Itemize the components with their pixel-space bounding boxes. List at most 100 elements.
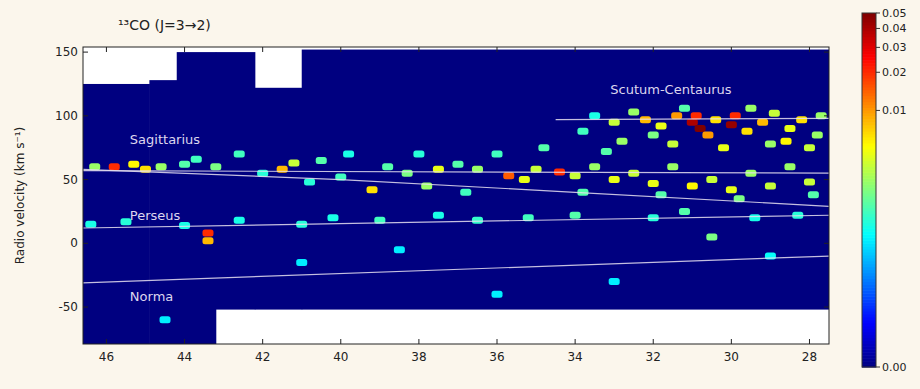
y-tick bbox=[824, 52, 829, 53]
x-tick bbox=[418, 47, 419, 52]
y-tick-label: 50 bbox=[63, 173, 78, 187]
x-tick-label: 44 bbox=[177, 350, 192, 364]
arm-label: Sagittarius bbox=[130, 132, 200, 147]
arm-line bbox=[83, 256, 829, 283]
cell bbox=[492, 151, 503, 158]
colorbar-tick-label: 0.05 bbox=[882, 7, 907, 20]
x-tick bbox=[418, 339, 419, 344]
y-tick bbox=[824, 243, 829, 244]
cell bbox=[343, 151, 354, 158]
cell bbox=[156, 163, 167, 170]
colorbar-tick-label: 0.02 bbox=[882, 66, 907, 79]
colorbar-frame bbox=[862, 13, 876, 367]
cell bbox=[210, 163, 221, 170]
cell bbox=[394, 246, 405, 253]
cell bbox=[706, 176, 717, 183]
cell bbox=[609, 176, 620, 183]
cell bbox=[503, 172, 514, 179]
colorbar-stripe bbox=[862, 13, 876, 17]
colorbar-tick-label: 0.03 bbox=[882, 41, 907, 54]
title: ¹³CO (J=3→2) bbox=[118, 17, 211, 33]
cell bbox=[757, 119, 768, 126]
cell bbox=[472, 217, 483, 224]
x-tick bbox=[809, 47, 810, 52]
y-axis-title: Radio velocity (km s⁻¹) bbox=[13, 127, 27, 264]
cell bbox=[519, 176, 530, 183]
cell bbox=[616, 138, 627, 145]
x-tick bbox=[653, 47, 654, 52]
cell bbox=[726, 121, 737, 128]
cell bbox=[679, 105, 690, 112]
plot-background bbox=[83, 47, 829, 344]
chart: SagittariusPerseusNormaScutum-Centaurus4… bbox=[0, 0, 920, 389]
cell bbox=[128, 161, 139, 168]
cell bbox=[796, 116, 807, 123]
cell bbox=[589, 112, 600, 119]
cell bbox=[589, 163, 600, 170]
cell bbox=[202, 230, 213, 237]
cell bbox=[492, 291, 503, 298]
colorbar-tick bbox=[876, 47, 880, 48]
cell bbox=[202, 237, 213, 244]
y-tick bbox=[83, 52, 88, 53]
x-tick-label: 28 bbox=[802, 350, 817, 364]
cell bbox=[765, 182, 776, 189]
cell bbox=[538, 144, 549, 151]
cell bbox=[804, 179, 815, 186]
cell bbox=[769, 110, 780, 117]
cell bbox=[804, 144, 815, 151]
x-tick-label: 34 bbox=[567, 350, 582, 364]
y-tick-label: -50 bbox=[58, 300, 78, 314]
x-tick bbox=[106, 47, 107, 52]
cell bbox=[160, 316, 171, 323]
cell bbox=[710, 116, 721, 123]
x-tick bbox=[575, 339, 576, 344]
cell bbox=[628, 109, 639, 116]
cell bbox=[726, 186, 737, 193]
cell bbox=[327, 214, 338, 221]
y-tick bbox=[83, 179, 88, 180]
cell bbox=[85, 221, 96, 228]
x-tick bbox=[262, 339, 263, 344]
x-tick-label: 30 bbox=[724, 350, 739, 364]
x-tick-label: 38 bbox=[411, 350, 426, 364]
arm-line bbox=[83, 169, 829, 206]
colorbar-tick bbox=[876, 13, 880, 14]
colorbar-tick-label: 0.01 bbox=[882, 104, 907, 117]
x-tick bbox=[497, 47, 498, 52]
cell bbox=[765, 140, 776, 147]
x-tick bbox=[731, 47, 732, 52]
cell bbox=[367, 186, 378, 193]
cell bbox=[812, 131, 823, 138]
cell bbox=[601, 148, 612, 155]
cell bbox=[706, 233, 717, 240]
coverage bbox=[302, 50, 829, 310]
cell bbox=[667, 163, 678, 170]
cell bbox=[628, 170, 639, 177]
cell bbox=[179, 161, 190, 168]
x-tick bbox=[262, 47, 263, 52]
cell bbox=[296, 259, 307, 266]
x-tick-label: 32 bbox=[646, 350, 661, 364]
cell bbox=[687, 119, 698, 126]
cell bbox=[234, 151, 245, 158]
x-tick-label: 36 bbox=[489, 350, 504, 364]
coverage bbox=[216, 52, 256, 309]
cell bbox=[179, 222, 190, 229]
y-tick bbox=[83, 243, 88, 244]
cell bbox=[781, 138, 792, 145]
x-tick bbox=[340, 339, 341, 344]
arm-label: Norma bbox=[130, 289, 173, 304]
arm-line bbox=[556, 118, 829, 119]
x-tick bbox=[731, 339, 732, 344]
cell bbox=[702, 131, 713, 138]
x-tick bbox=[497, 339, 498, 344]
cell bbox=[109, 163, 120, 170]
cell bbox=[288, 159, 299, 166]
y-tick-label: 0 bbox=[70, 236, 78, 250]
cell bbox=[691, 112, 702, 119]
colorbar-tick bbox=[876, 110, 880, 111]
y-tick bbox=[824, 115, 829, 116]
cell bbox=[667, 140, 678, 147]
x-tick bbox=[575, 47, 576, 52]
